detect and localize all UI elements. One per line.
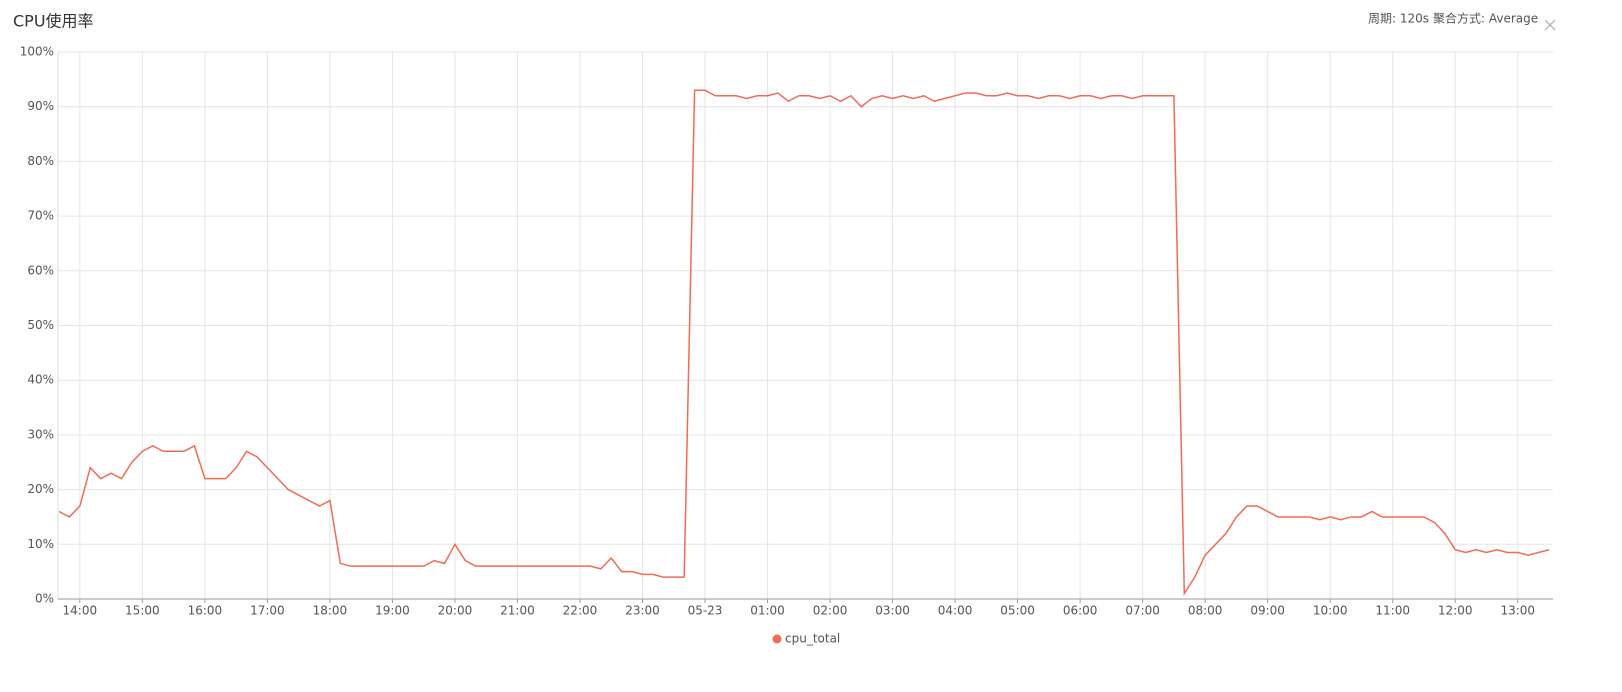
x-tick-label: 20:00 (438, 604, 473, 618)
x-tick-label: 15:00 (125, 604, 160, 618)
data-line (58, 89, 1550, 597)
chart-title: CPU使用率 (13, 12, 94, 31)
x-tick-label: 19:00 (375, 604, 410, 618)
legend-marker (772, 634, 782, 644)
x-tick-label: 05:00 (1000, 604, 1035, 618)
y-tick-label: 50% (27, 318, 54, 332)
x-tick-label: 05-23 (688, 604, 723, 618)
y-tick-label: 60% (27, 263, 54, 277)
y-tick-label: 100% (20, 45, 54, 59)
x-tick-label: 04:00 (938, 604, 973, 618)
aggregation-control[interactable]: 聚合方式: Average (1433, 11, 1538, 26)
x-tick-label: 03:00 (875, 604, 910, 618)
x-tick-label: 17:00 (250, 604, 285, 618)
legend-label: cpu_total (785, 632, 840, 646)
y-tick-label: 40% (27, 373, 54, 387)
x-tick-label: 23:00 (625, 604, 660, 618)
x-tick-label: 22:00 (563, 604, 598, 618)
y-tick-label: 30% (27, 427, 54, 441)
x-tick-label: 14:00 (63, 604, 98, 618)
x-tick-label: 13:00 (1500, 604, 1535, 618)
x-tick-label: 06:00 (1063, 604, 1098, 618)
x-tick-label: 11:00 (1375, 604, 1410, 618)
x-tick-label: 16:00 (188, 604, 223, 618)
x-tick-label: 12:00 (1438, 604, 1473, 618)
y-tick-label: 20% (27, 482, 54, 496)
x-tick-label: 02:00 (813, 604, 848, 618)
x-tick-label: 07:00 (1125, 604, 1160, 618)
x-tick-label: 09:00 (1250, 604, 1285, 618)
x-tick-label: 21:00 (500, 604, 535, 618)
y-tick-label: 80% (27, 154, 54, 168)
x-tick-label: 18:00 (313, 604, 348, 618)
period-control[interactable]: 周期: 120s (1368, 12, 1429, 26)
y-tick-label: 90% (27, 99, 54, 113)
y-tick-label: 70% (27, 209, 54, 223)
y-tick-label: 0% (35, 592, 54, 606)
close-button[interactable] (1544, 19, 1556, 31)
x-tick-label: 10:00 (1313, 604, 1348, 618)
y-tick-label: 10% (27, 537, 54, 551)
x-tick-label: 08:00 (1188, 604, 1223, 618)
x-tick-label: 01:00 (750, 604, 785, 618)
